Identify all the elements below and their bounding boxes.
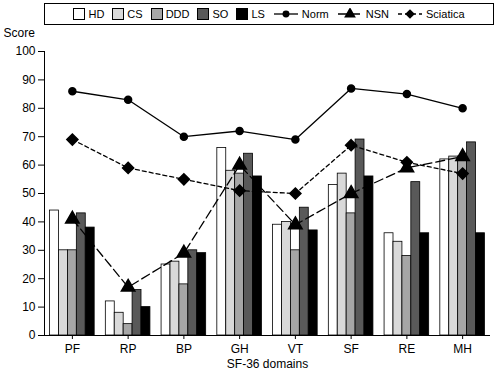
svg-text:Score: Score [4, 26, 36, 40]
svg-text:80: 80 [22, 101, 36, 115]
svg-text:SF: SF [343, 342, 358, 356]
svg-text:MH: MH [453, 342, 472, 356]
html-text:NSN: NSN [365, 8, 389, 20]
svg-text:100: 100 [15, 44, 35, 58]
svg-text:50: 50 [22, 186, 36, 200]
svg-text:BP: BP [176, 342, 192, 356]
svg-text:0: 0 [29, 328, 36, 342]
svg-text:10: 10 [22, 300, 36, 314]
svg-text:70: 70 [22, 130, 36, 144]
html-text:HD: HD [88, 8, 105, 20]
svg-text:90: 90 [22, 73, 36, 87]
svg-text:20: 20 [22, 272, 36, 286]
svg-text:30: 30 [22, 243, 36, 257]
html-text:Sciatica: Sciatica [426, 8, 465, 20]
svg-text:60: 60 [22, 158, 36, 172]
html-text:Norm: Norm [301, 8, 329, 20]
svg-text:40: 40 [22, 215, 36, 229]
svg-text:VT: VT [288, 342, 304, 356]
html-text:SO: SO [212, 8, 229, 20]
svg-text:RE: RE [399, 342, 416, 356]
svg-text:PF: PF [65, 342, 80, 356]
html-text:CS: CS [127, 8, 143, 20]
svg-text:RP: RP [120, 342, 137, 356]
svg-text:SF-36 domains: SF-36 domains [227, 357, 308, 371]
html-text:DDD: DDD [165, 8, 190, 20]
html-text:LS: LS [251, 8, 265, 20]
svg-text:GH: GH [231, 342, 249, 356]
